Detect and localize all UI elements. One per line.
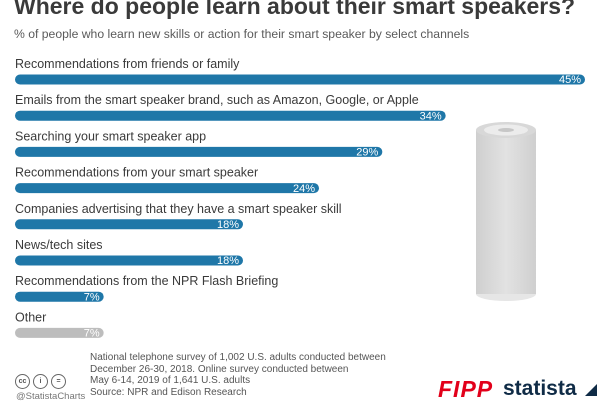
category-label: Other (15, 310, 46, 324)
value-label: 45% (559, 74, 581, 86)
value-label: 29% (356, 147, 378, 159)
attribution-icon: i (33, 374, 48, 389)
bar (15, 146, 383, 157)
bar (15, 327, 104, 338)
chart-title: Where do people learn about their smart … (14, 0, 576, 19)
category-label: News/tech sites (15, 238, 103, 252)
statista-logo-mark (585, 384, 597, 396)
fipp-logo: FIPP (438, 376, 494, 402)
value-label: 24% (293, 183, 315, 195)
no-derivatives-icon: = (51, 374, 66, 389)
category-label: Recommendations from friends or family (15, 57, 240, 71)
statista-logo: statista (503, 377, 577, 400)
category-label: Searching your smart speaker app (15, 129, 206, 143)
value-label: 34% (420, 110, 442, 122)
bar (15, 74, 585, 85)
bar (15, 183, 319, 194)
category-label: Recommendations from the NPR Flash Brief… (15, 274, 278, 288)
bar (15, 291, 104, 302)
statista-handle: @StatistaCharts (16, 391, 86, 402)
footer-note: National telephone survey of 1,002 U.S. … (90, 352, 420, 398)
smart-speaker-icon (476, 122, 536, 301)
bar-chart: Recommendations from friends or family 45… (15, 57, 585, 340)
chart-subtitle: % of people who learn new skills or acti… (14, 27, 470, 41)
value-label: 7% (84, 328, 100, 340)
category-label: Emails from the smart speaker brand, suc… (15, 93, 419, 107)
footer-note-line: National telephone survey of 1,002 U.S. … (90, 352, 386, 363)
bar (15, 219, 243, 230)
bar (15, 255, 243, 266)
creative-commons-icon: cc (15, 374, 30, 389)
footer-note-line: December 26-30, 2018. Online survey cond… (90, 363, 349, 375)
footer-source: Source: NPR and Edison Research (90, 386, 247, 398)
bar (15, 110, 446, 121)
value-label: 18% (217, 219, 239, 231)
value-label: 18% (217, 255, 239, 267)
footer-note-line: May 6-14, 2019 of 1,641 U.S. adults (90, 375, 251, 386)
license-icons: cc i = (15, 374, 66, 389)
value-label: 7% (84, 291, 100, 303)
category-label: Companies advertising that they have a s… (15, 202, 342, 216)
category-label: Recommendations from your smart speaker (15, 166, 258, 180)
